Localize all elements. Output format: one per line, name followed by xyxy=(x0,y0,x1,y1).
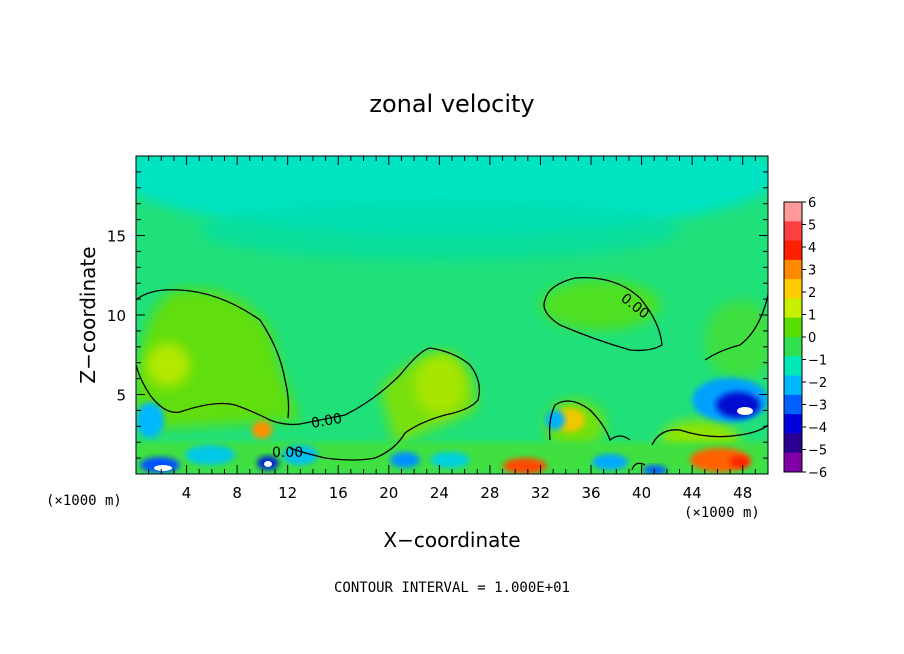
colorbar-label: 3 xyxy=(808,264,816,279)
colorbar-label: 1 xyxy=(808,309,816,324)
x-unit-label-left: (×1000 m) xyxy=(46,493,122,509)
colorbar-swatch xyxy=(784,240,802,261)
x-tick-label: 44 xyxy=(683,484,702,502)
colorbar-swatch xyxy=(784,375,802,396)
colorbar-label: −1 xyxy=(808,354,827,369)
colorbar-label: 0 xyxy=(808,331,816,346)
colorbar-label: −4 xyxy=(808,421,827,436)
x-axis: 4 8 12 16 20 24 28 32 36 40 44 48 xyxy=(135,156,769,502)
x-tick-label: 48 xyxy=(733,484,752,502)
colorbar-swatch xyxy=(784,356,802,377)
x-tick-label: 12 xyxy=(278,484,297,502)
colorbar-label: 2 xyxy=(808,286,816,301)
chart-title: zonal velocity xyxy=(369,90,534,118)
colorbar-label: 6 xyxy=(808,196,816,211)
colorbar-swatch xyxy=(784,414,802,434)
y-tick-label: 15 xyxy=(107,228,126,246)
colorbar-label: −6 xyxy=(808,466,827,481)
colorbar-swatch xyxy=(784,317,802,338)
contour-label-middle: 0.00 xyxy=(310,411,343,432)
x-tick-label: 16 xyxy=(329,484,348,502)
y-axis: 5 10 15 xyxy=(107,155,768,475)
x-tick-label: 32 xyxy=(531,484,550,502)
colorbar-swatch xyxy=(784,433,802,454)
colorbar-swatch xyxy=(784,452,802,473)
x-axis-label: X−coordinate xyxy=(383,528,520,552)
colorbar-label: −2 xyxy=(808,376,827,391)
colorbar-swatch xyxy=(784,298,802,319)
colorbar-swatch xyxy=(784,337,802,357)
colorbar-label: −3 xyxy=(808,399,827,414)
y-tick-label: 10 xyxy=(107,307,126,325)
x-tick-label: 28 xyxy=(480,484,499,502)
colorbar-swatch xyxy=(784,394,802,415)
colorbar-swatch xyxy=(784,221,802,242)
contour-interval-note: CONTOUR INTERVAL = 1.000E+01 xyxy=(334,580,570,596)
x-tick-label: 20 xyxy=(379,484,398,502)
x-tick-label: 36 xyxy=(581,484,600,502)
colorbar-label: 4 xyxy=(808,241,816,256)
x-unit-label-right: (×1000 m) xyxy=(684,505,760,521)
x-tick-label: 24 xyxy=(430,484,449,502)
y-axis-label: Z−coordinate xyxy=(76,246,100,383)
x-tick-label: 4 xyxy=(182,484,192,502)
colorbar-label: −5 xyxy=(808,444,827,459)
colorbar-swatch xyxy=(784,202,802,222)
y-tick-label: 5 xyxy=(116,387,126,405)
x-tick-label: 40 xyxy=(632,484,651,502)
x-tick-label: 8 xyxy=(232,484,242,502)
colorbar: 6 5 4 3 2 1 0 −1 −2 −3 −4 −5 −6 xyxy=(783,196,827,481)
zero-contours xyxy=(136,277,768,471)
colorbar-swatch xyxy=(784,259,802,280)
velocity-field xyxy=(136,156,768,474)
colorbar-label: 5 xyxy=(808,219,816,234)
colorbar-swatch xyxy=(784,279,802,299)
contour-label-lower: 0.00 xyxy=(272,445,303,461)
